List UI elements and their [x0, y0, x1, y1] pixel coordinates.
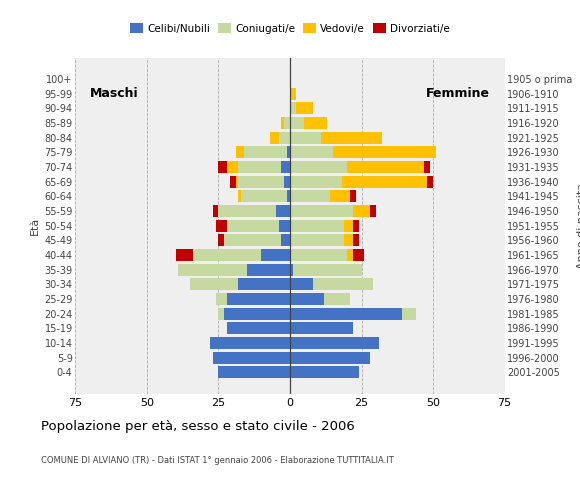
- Text: Maschi: Maschi: [90, 87, 139, 100]
- Bar: [219, 161, 227, 173]
- Bar: [290, 161, 347, 173]
- Bar: [293, 264, 361, 276]
- Bar: [276, 205, 290, 217]
- Bar: [313, 278, 373, 290]
- Bar: [290, 249, 347, 261]
- Bar: [270, 132, 278, 144]
- Bar: [290, 322, 353, 334]
- Bar: [238, 190, 241, 202]
- Bar: [353, 219, 358, 232]
- Bar: [347, 249, 353, 261]
- Bar: [238, 161, 281, 173]
- Bar: [296, 102, 313, 114]
- Bar: [278, 132, 290, 144]
- Bar: [216, 219, 227, 232]
- Bar: [333, 146, 436, 158]
- Bar: [290, 352, 370, 364]
- Bar: [262, 249, 290, 261]
- Bar: [427, 176, 433, 188]
- Bar: [425, 161, 430, 173]
- Bar: [290, 176, 342, 188]
- Bar: [281, 117, 284, 129]
- Text: COMUNE DI ALVIANO (TR) - Dati ISTAT 1° gennaio 2006 - Elaborazione TUTTITALIA.IT: COMUNE DI ALVIANO (TR) - Dati ISTAT 1° g…: [41, 456, 393, 465]
- Bar: [193, 249, 262, 261]
- Bar: [179, 264, 247, 276]
- Bar: [304, 117, 327, 129]
- Bar: [290, 293, 324, 305]
- Bar: [284, 117, 290, 129]
- Bar: [244, 146, 287, 158]
- Bar: [290, 205, 353, 217]
- Bar: [219, 366, 290, 378]
- Bar: [190, 278, 238, 290]
- Bar: [290, 234, 345, 246]
- Bar: [353, 205, 370, 217]
- Bar: [290, 278, 313, 290]
- Bar: [235, 146, 244, 158]
- Bar: [347, 161, 425, 173]
- Legend: Celibi/Nubili, Coniugati/e, Vedovi/e, Divorziati/e: Celibi/Nubili, Coniugati/e, Vedovi/e, Di…: [126, 19, 454, 38]
- Bar: [216, 293, 227, 305]
- Bar: [227, 293, 290, 305]
- Bar: [281, 234, 290, 246]
- Bar: [219, 234, 224, 246]
- Bar: [224, 308, 290, 320]
- Bar: [213, 352, 290, 364]
- Text: Femmine: Femmine: [426, 87, 490, 100]
- Bar: [247, 264, 290, 276]
- Text: Popolazione per età, sesso e stato civile - 2006: Popolazione per età, sesso e stato civil…: [41, 420, 354, 432]
- Bar: [227, 161, 238, 173]
- Bar: [227, 322, 290, 334]
- Bar: [290, 102, 296, 114]
- Bar: [238, 278, 290, 290]
- Bar: [284, 176, 290, 188]
- Bar: [321, 132, 382, 144]
- Bar: [290, 337, 379, 349]
- Bar: [219, 205, 276, 217]
- Bar: [287, 146, 290, 158]
- Bar: [290, 308, 401, 320]
- Bar: [219, 308, 224, 320]
- Bar: [342, 176, 427, 188]
- Bar: [290, 146, 333, 158]
- Bar: [290, 366, 358, 378]
- Bar: [210, 337, 290, 349]
- Bar: [235, 176, 238, 188]
- Bar: [230, 176, 235, 188]
- Bar: [353, 234, 358, 246]
- Bar: [281, 161, 290, 173]
- Bar: [290, 190, 330, 202]
- Bar: [213, 205, 219, 217]
- Bar: [401, 308, 416, 320]
- Bar: [290, 87, 296, 99]
- Bar: [290, 117, 304, 129]
- Bar: [241, 190, 287, 202]
- Bar: [290, 264, 293, 276]
- Bar: [350, 190, 356, 202]
- Bar: [290, 132, 321, 144]
- Y-axis label: Età: Età: [30, 216, 40, 235]
- Bar: [353, 249, 364, 261]
- Bar: [324, 293, 350, 305]
- Bar: [345, 234, 353, 246]
- Bar: [330, 190, 350, 202]
- Bar: [345, 219, 353, 232]
- Bar: [287, 190, 290, 202]
- Bar: [238, 176, 284, 188]
- Bar: [290, 219, 345, 232]
- Bar: [370, 205, 376, 217]
- Bar: [176, 249, 193, 261]
- Bar: [227, 219, 278, 232]
- Y-axis label: Anno di nascita: Anno di nascita: [577, 182, 580, 269]
- Bar: [278, 219, 290, 232]
- Bar: [224, 234, 281, 246]
